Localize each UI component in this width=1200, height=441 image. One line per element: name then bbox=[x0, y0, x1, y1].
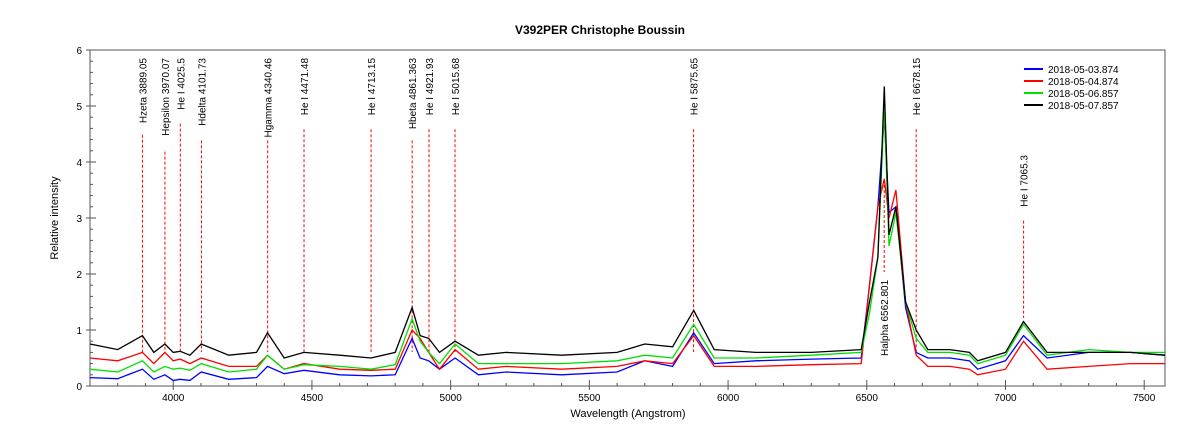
series-line-2018-05-06.857 bbox=[89, 105, 1165, 373]
annotation-label: He I 4025.5 bbox=[176, 58, 187, 110]
line-marker-he-i-7065-3: He I 7065.3 bbox=[1020, 155, 1031, 318]
annotation-label: Hzeta 3889.05 bbox=[138, 58, 149, 123]
x-tick-label: 6500 bbox=[856, 393, 879, 404]
y-tick-label: 2 bbox=[76, 270, 82, 281]
x-tick-label: 4500 bbox=[301, 393, 324, 404]
x-tick-label: 6000 bbox=[717, 393, 740, 404]
line-marker-hzeta-3889-05: Hzeta 3889.05 bbox=[138, 58, 149, 352]
legend-label: 2018-05-07.857 bbox=[1048, 101, 1119, 112]
legend-label: 2018-05-03.874 bbox=[1048, 65, 1119, 76]
line-marker-hgamma-4340-46: Hgamma 4340.46 bbox=[264, 58, 275, 352]
series-line-2018-05-07.857 bbox=[89, 86, 1166, 362]
line-marker-he-i-4025-5: He I 4025.5 bbox=[176, 58, 187, 352]
y-tick-label: 6 bbox=[76, 46, 82, 57]
annotation-label: He I 4471.48 bbox=[300, 58, 311, 116]
line-marker-he-i-6678-15: He I 6678.15 bbox=[912, 58, 923, 352]
line-marker-he-i-4921-93: He I 4921.93 bbox=[425, 58, 436, 352]
x-tick-label: 4000 bbox=[162, 393, 185, 404]
x-tick-label: 7500 bbox=[1133, 393, 1156, 404]
line-marker-hbeta-4861-363: Hbeta 4861.363 bbox=[408, 58, 419, 352]
annotation-label: Hbeta 4861.363 bbox=[408, 58, 419, 130]
annotation-label: Halpha 6562.801 bbox=[880, 279, 891, 356]
x-axis-label: Wavelength (Angstrom) bbox=[570, 408, 685, 420]
annotation-label: He I 6678.15 bbox=[912, 58, 923, 116]
annotation-label: He I 7065.3 bbox=[1020, 155, 1031, 207]
y-tick-label: 0 bbox=[76, 382, 82, 393]
line-marker-he-i-4471-48: He I 4471.48 bbox=[300, 58, 311, 352]
line-marker-he-i-5015-68: He I 5015.68 bbox=[451, 58, 462, 352]
legend: 2018-05-03.8742018-05-04.8742018-05-06.8… bbox=[1024, 65, 1119, 112]
annotation-label: He I 5015.68 bbox=[451, 58, 462, 116]
series-line-2018-05-04.874 bbox=[89, 178, 1165, 376]
annotation-label: He I 5875.65 bbox=[690, 58, 701, 116]
annotation-label: Hdelta 4101.73 bbox=[197, 58, 208, 126]
y-axis-label: Relative intensity bbox=[49, 176, 61, 260]
plot-frame bbox=[89, 49, 1166, 387]
chart-title: V392PER Christophe Boussin bbox=[515, 23, 685, 37]
line-marker-he-i-4713-15: He I 4713.15 bbox=[367, 58, 378, 352]
x-tick-label: 5500 bbox=[578, 393, 601, 404]
y-tick-label: 1 bbox=[76, 326, 82, 337]
line-marker-halpha-6562-801: Halpha 6562.801 bbox=[880, 180, 891, 356]
legend-label: 2018-05-06.857 bbox=[1048, 89, 1119, 100]
x-tick-label: 5000 bbox=[440, 393, 463, 404]
y-tick-label: 4 bbox=[76, 158, 82, 169]
legend-label: 2018-05-04.874 bbox=[1048, 77, 1119, 88]
y-tick-label: 3 bbox=[76, 214, 82, 225]
annotation-label: Hepsilon 3970.07 bbox=[161, 58, 172, 136]
y-tick-label: 5 bbox=[76, 102, 82, 113]
x-tick-label: 7000 bbox=[994, 393, 1017, 404]
line-marker-he-i-5875-65: He I 5875.65 bbox=[690, 58, 701, 352]
line-marker-hdelta-4101-73: Hdelta 4101.73 bbox=[197, 58, 208, 352]
annotation-label: Hgamma 4340.46 bbox=[264, 58, 275, 138]
annotation-label: He I 4713.15 bbox=[367, 58, 378, 116]
series-line-2018-05-03.874 bbox=[89, 117, 1166, 382]
line-marker-hepsilon-3970-07: Hepsilon 3970.07 bbox=[161, 58, 172, 352]
annotation-label: He I 4921.93 bbox=[425, 58, 436, 116]
